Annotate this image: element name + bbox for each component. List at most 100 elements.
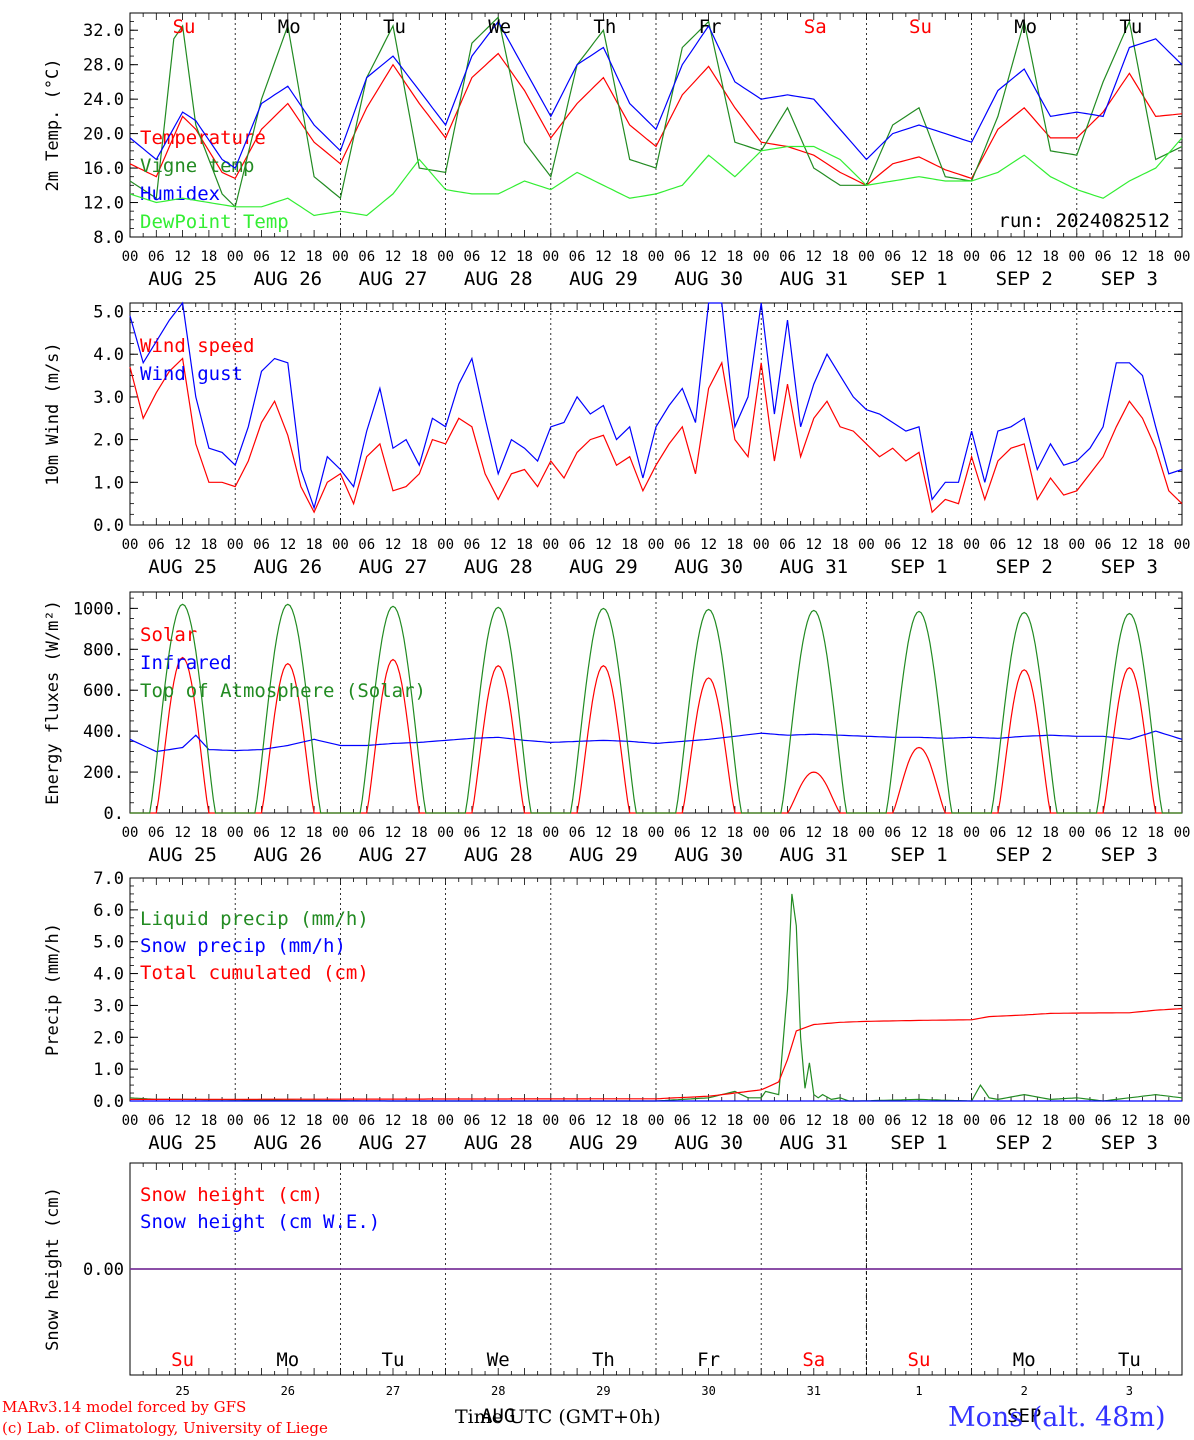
hour-label: 12 <box>490 825 507 841</box>
hour-label: 18 <box>726 249 743 265</box>
hour-label: 00 <box>753 825 770 841</box>
y-tick-label: 8.0 <box>93 228 124 248</box>
hour-label: 00 <box>1174 537 1191 553</box>
hour-label: 12 <box>805 249 822 265</box>
date-label: AUG 28 <box>464 1132 533 1154</box>
date-label: AUG 31 <box>779 844 848 866</box>
weekday-label: We <box>488 16 511 38</box>
hour-label: 18 <box>200 825 217 841</box>
series-line-vigne-temp <box>129 16 1183 208</box>
hour-label: 00 <box>542 249 559 265</box>
hour-label: 12 <box>1121 537 1138 553</box>
hour-label: 00 <box>1068 249 1085 265</box>
hour-label: 00 <box>648 825 665 841</box>
hour-label: 18 <box>516 537 533 553</box>
hour-label: 18 <box>306 537 323 553</box>
hour-label: 06 <box>463 825 480 841</box>
day-number-label: 1 <box>915 1384 922 1398</box>
weekday-label: Tu <box>1119 16 1142 38</box>
legend-entry: Snow height (cm W.E.) <box>140 1211 380 1233</box>
hour-label: 00 <box>437 249 454 265</box>
date-label: AUG 26 <box>253 1132 322 1154</box>
date-label: AUG 30 <box>674 556 743 578</box>
y-tick-label: 4.0 <box>93 345 124 365</box>
y-tick-label: 1.0 <box>93 473 124 493</box>
series-line-top-of-atmosphere-solar- <box>130 603 1182 814</box>
date-label: SEP 1 <box>890 844 947 866</box>
date-label: AUG 25 <box>148 844 217 866</box>
hour-label: 00 <box>963 537 980 553</box>
hour-label: 12 <box>805 825 822 841</box>
weekday-label: Sa <box>804 16 827 38</box>
weekday-label: Tu <box>382 1349 405 1371</box>
hour-label: 00 <box>858 825 875 841</box>
hour-label: 12 <box>490 1113 507 1129</box>
hour-label: 06 <box>569 537 586 553</box>
y-tick-label: 200. <box>83 763 124 783</box>
y-tick-label: 800. <box>83 640 124 660</box>
weekday-label: Tu <box>1118 1349 1141 1371</box>
hour-label: 18 <box>937 1113 954 1129</box>
panel-1: 8.0 12.0 16.0 20.0 24.0 28.0 32.0 2m Temp. (°C)… <box>43 12 1190 290</box>
date-label: AUG 30 <box>674 1132 743 1154</box>
hour-label: 18 <box>411 1113 428 1129</box>
hour-label: 12 <box>805 537 822 553</box>
hour-label: 18 <box>937 537 954 553</box>
hour-label: 00 <box>648 1113 665 1129</box>
series-line-infrared <box>129 730 1183 753</box>
y-tick-label: 16.0 <box>83 159 124 179</box>
hour-label: 18 <box>1147 249 1164 265</box>
month-label: SEP <box>1007 1405 1041 1427</box>
legend-entry: Top of Atmosphere (Solar) <box>140 680 426 702</box>
hour-label: 06 <box>463 1113 480 1129</box>
hour-label: 06 <box>358 1113 375 1129</box>
date-label: SEP 1 <box>890 556 947 578</box>
hour-label: 00 <box>332 825 349 841</box>
y-tick-label: 6.0 <box>93 901 124 921</box>
hour-label: 18 <box>832 249 849 265</box>
hour-label: 18 <box>306 825 323 841</box>
hour-label: 00 <box>963 249 980 265</box>
hour-label: 18 <box>621 537 638 553</box>
hour-label: 00 <box>648 249 665 265</box>
date-label: SEP 3 <box>1101 1132 1158 1154</box>
hour-label: 18 <box>621 249 638 265</box>
date-label: AUG 27 <box>359 1132 428 1154</box>
hour-label: 06 <box>253 1113 270 1129</box>
credit-line-2: (c) Lab. of Climatology, University of L… <box>2 1419 328 1437</box>
hour-label: 12 <box>595 249 612 265</box>
legend-entry: Liquid precip (mm/h) <box>140 908 369 930</box>
hour-label: 12 <box>174 1113 191 1129</box>
hour-label: 00 <box>648 537 665 553</box>
y-tick-label: 24.0 <box>83 90 124 110</box>
hour-label: 18 <box>200 537 217 553</box>
hour-label: 00 <box>332 1113 349 1129</box>
hour-label: 12 <box>279 537 296 553</box>
legend-entry: Wind gust <box>140 363 243 385</box>
date-label: SEP 2 <box>996 556 1053 578</box>
day-number-label: 31 <box>807 1384 821 1398</box>
hour-label: 18 <box>1042 1113 1059 1129</box>
hour-label: 12 <box>595 1113 612 1129</box>
hour-label: 00 <box>227 825 244 841</box>
hour-label: 12 <box>911 537 928 553</box>
hour-label: 00 <box>122 249 139 265</box>
hour-label: 00 <box>963 1113 980 1129</box>
date-label: AUG 26 <box>253 268 322 290</box>
hour-label: 00 <box>542 1113 559 1129</box>
y-tick-label: 5.0 <box>93 303 124 323</box>
panel-4: 0.0 1.0 2.0 3.0 4.0 5.0 6.0 7.0 Precip (mm/h) Liq… <box>43 869 1190 1154</box>
hour-label: 12 <box>279 249 296 265</box>
weekday-label: Su <box>171 1349 194 1371</box>
date-label: SEP 2 <box>996 1132 1053 1154</box>
hour-label: 06 <box>779 249 796 265</box>
weekday-label: Mo <box>1014 16 1037 38</box>
hour-label: 00 <box>227 1113 244 1129</box>
date-label: AUG 27 <box>359 844 428 866</box>
hour-label: 06 <box>1095 537 1112 553</box>
date-label: AUG 30 <box>674 844 743 866</box>
y-tick-label: 5.0 <box>93 933 124 953</box>
hour-label: 06 <box>674 249 691 265</box>
series-line-wind-gust <box>129 301 1183 510</box>
y-tick-label: 4.0 <box>93 965 124 985</box>
